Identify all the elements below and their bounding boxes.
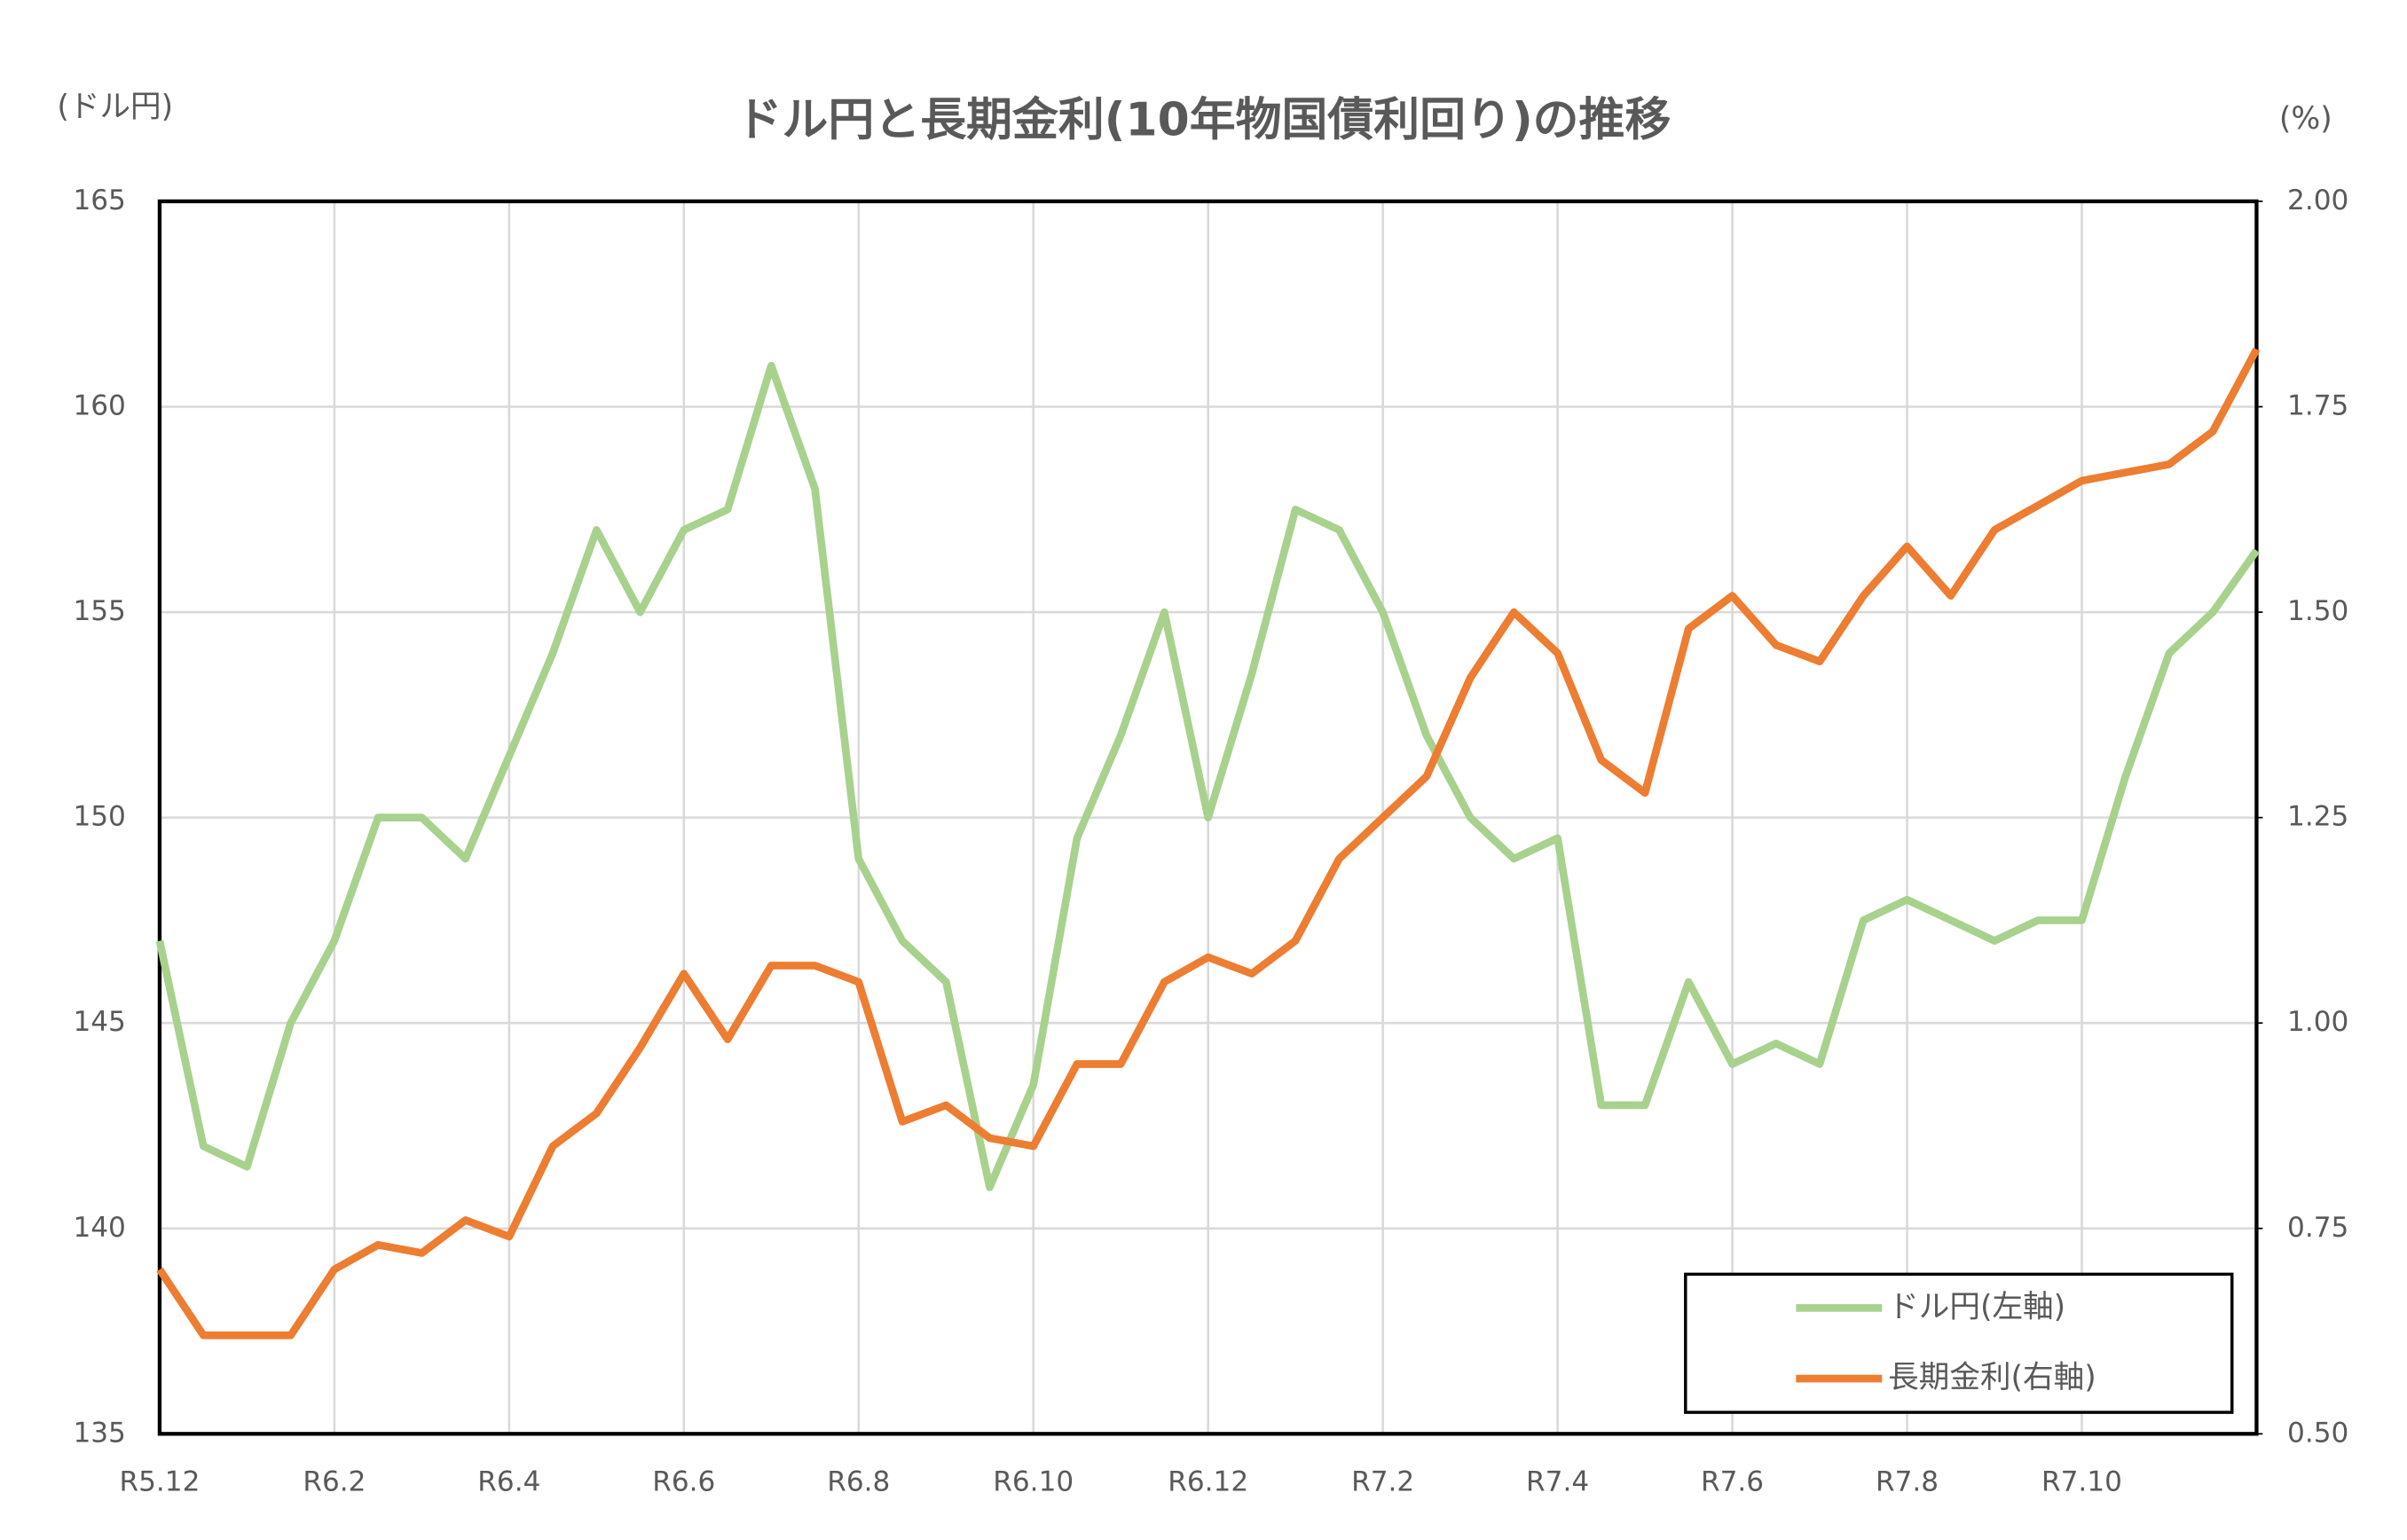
- y2-tick-label: 2.00: [2287, 185, 2348, 216]
- y-tick-label: 140: [73, 1212, 125, 1244]
- x-tick-label: R7.8: [1876, 1466, 1939, 1498]
- y-tick-label: 145: [73, 1006, 125, 1038]
- y2-tick-label: 1.00: [2287, 1006, 2348, 1038]
- legend: ドル円(左軸) 長期金利(右軸): [1684, 1272, 2234, 1414]
- series-line: [155, 361, 2260, 1191]
- y-tick-label: 165: [73, 185, 125, 216]
- x-tick-label: R6.8: [827, 1466, 890, 1498]
- series-line: [156, 347, 2261, 1340]
- y2-tick-label: 1.50: [2287, 595, 2348, 627]
- x-tick-label: R7.2: [1351, 1466, 1414, 1498]
- chart-title: ドル円と長期金利(10年物国債利回り)の推移: [736, 94, 1672, 147]
- x-tick-label: R6.10: [993, 1466, 1074, 1498]
- y2-axis-label: (%): [2279, 101, 2332, 137]
- x-tick-label: R7.6: [1701, 1466, 1764, 1498]
- y2-tick-label: 0.50: [2287, 1417, 2348, 1449]
- x-tick-label: R6.4: [477, 1466, 540, 1498]
- y-tick-label: 150: [73, 801, 125, 833]
- legend-box: [1684, 1272, 2234, 1414]
- y-axis-label: (ドル円): [57, 89, 173, 124]
- y-tick-label: 135: [73, 1417, 125, 1449]
- y-tick-label: 155: [73, 595, 125, 627]
- legend-label: 長期金利(右軸): [1888, 1360, 2096, 1395]
- x-tick-label: R7.10: [2041, 1466, 2122, 1498]
- x-tick-label: R6.12: [1168, 1466, 1248, 1498]
- y-tick-label: 160: [73, 390, 125, 422]
- plot-frame: [157, 199, 2259, 1436]
- x-tick-label: R6.2: [303, 1466, 366, 1498]
- legend-label: ドル円(左軸): [1888, 1289, 2065, 1324]
- x-tick-label: R5.12: [119, 1466, 200, 1498]
- y2-tick-label: 1.75: [2287, 390, 2348, 422]
- y2-tick-label: 0.75: [2287, 1212, 2348, 1244]
- x-tick-label: R6.6: [652, 1466, 715, 1498]
- y2-tick-label: 1.25: [2287, 801, 2348, 833]
- x-tick-label: R7.4: [1526, 1466, 1589, 1498]
